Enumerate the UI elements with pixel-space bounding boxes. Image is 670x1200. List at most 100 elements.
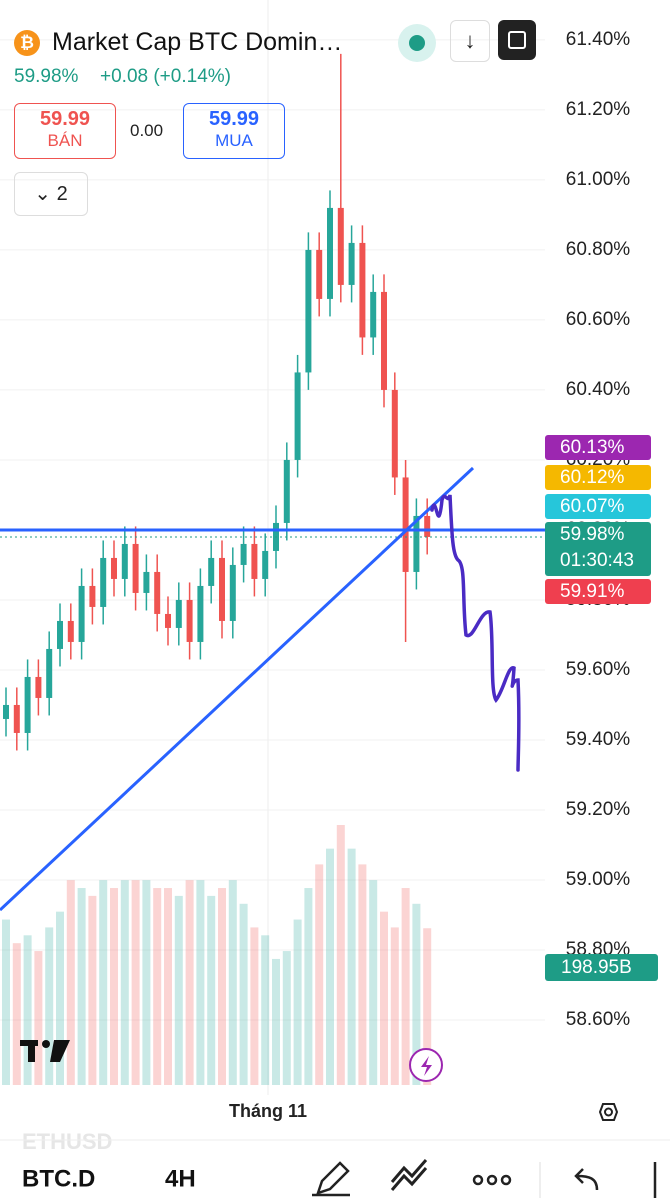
candle-body bbox=[175, 599, 182, 628]
candle-body bbox=[35, 676, 42, 698]
volume-bar bbox=[12, 943, 21, 1085]
settings-button[interactable] bbox=[598, 1103, 619, 1121]
candle-body bbox=[381, 291, 387, 390]
candle-body bbox=[78, 585, 85, 642]
y-tick-label: 60.80% bbox=[566, 239, 631, 260]
buy-button[interactable]: 59.99 MUA bbox=[183, 103, 285, 159]
volume-bar bbox=[110, 888, 118, 1085]
volume-bar bbox=[369, 880, 378, 1085]
badge-label: 60.07% bbox=[560, 496, 625, 517]
price-badge bbox=[545, 435, 651, 460]
volume-bar bbox=[282, 951, 291, 1085]
volume-bar bbox=[66, 880, 75, 1085]
volume-bar bbox=[336, 825, 345, 1085]
volume-bar bbox=[423, 928, 432, 1085]
y-tick-label: 59.60% bbox=[566, 659, 631, 680]
volume-bar bbox=[239, 903, 248, 1085]
candle-body bbox=[89, 585, 96, 607]
badge-label: 60.13% bbox=[560, 437, 625, 458]
volume-bar bbox=[293, 919, 302, 1085]
price-badge bbox=[545, 494, 651, 519]
y-tick-label: 61.00% bbox=[566, 169, 631, 190]
symbol[interactable]: BTC.D bbox=[22, 1165, 95, 1192]
candle-body bbox=[24, 676, 31, 733]
volume-bar bbox=[261, 935, 270, 1085]
price-badge bbox=[545, 579, 651, 604]
candle-body bbox=[111, 557, 117, 579]
volume-badge bbox=[545, 954, 658, 981]
price-badge bbox=[545, 522, 651, 576]
volume-bar bbox=[304, 888, 313, 1085]
indicator-count: 2 bbox=[56, 183, 68, 205]
buy-price: 59.99 bbox=[208, 108, 260, 130]
candle-body bbox=[13, 704, 20, 733]
volume-bar bbox=[358, 864, 367, 1085]
draw-tool[interactable] bbox=[312, 1161, 350, 1197]
candle-body bbox=[67, 620, 74, 642]
volume-bar bbox=[412, 903, 421, 1085]
chevron: ⌄ bbox=[34, 183, 57, 205]
badge-label: 60.12% bbox=[560, 467, 625, 488]
candle-body bbox=[424, 515, 431, 537]
candle-body bbox=[219, 557, 225, 621]
candle-body bbox=[154, 571, 161, 614]
candle-body bbox=[57, 620, 63, 649]
user-drawing bbox=[430, 494, 521, 772]
volume-bar bbox=[174, 895, 183, 1085]
volume-bar bbox=[56, 911, 64, 1085]
badge-label: 59.91% bbox=[560, 581, 625, 602]
indicator-tool[interactable] bbox=[390, 1159, 428, 1191]
volume-bar bbox=[131, 880, 140, 1085]
sell-label: BÁN bbox=[47, 131, 83, 150]
last-price: 59.98% bbox=[14, 66, 79, 87]
undo-button[interactable] bbox=[574, 1168, 599, 1191]
candle-body bbox=[121, 543, 128, 579]
indicator-toggle[interactable]: ⌄ 2 bbox=[14, 172, 88, 216]
spread: 0.00 bbox=[130, 121, 164, 140]
interval[interactable]: 4H bbox=[165, 1165, 196, 1192]
volume-bar bbox=[142, 880, 151, 1085]
volume-bar bbox=[34, 951, 43, 1085]
y-tick-label: 59.40% bbox=[566, 729, 631, 750]
more-button[interactable] bbox=[472, 1174, 512, 1186]
candle-body bbox=[305, 249, 312, 373]
volume-bar bbox=[401, 888, 410, 1085]
candle-body bbox=[229, 564, 236, 621]
status-indicator bbox=[398, 24, 436, 62]
candle-body bbox=[337, 207, 344, 285]
candle-body bbox=[283, 459, 290, 523]
candle-body bbox=[186, 599, 193, 642]
volume-badge-label: 198.95B bbox=[561, 957, 632, 978]
y-tick-label: 60.40% bbox=[566, 379, 631, 400]
volume-bar bbox=[23, 935, 32, 1085]
collapse-button[interactable]: ↓ bbox=[450, 20, 490, 62]
badge-label: 59.98% bbox=[560, 524, 625, 545]
candle-body bbox=[197, 585, 204, 642]
volume-bar bbox=[326, 848, 334, 1085]
volume-bar bbox=[228, 880, 237, 1085]
y-tick-label: 61.40% bbox=[566, 29, 631, 50]
btc-icon: ₿ bbox=[14, 30, 40, 56]
candle-body bbox=[100, 557, 107, 607]
volume-bar bbox=[2, 919, 10, 1085]
candle-body bbox=[46, 648, 53, 698]
candle-body bbox=[240, 543, 247, 565]
sell-button[interactable]: 59.99 BÁN bbox=[14, 103, 116, 159]
candle-body bbox=[251, 543, 258, 579]
candle-body bbox=[132, 543, 139, 593]
volume-bar bbox=[99, 880, 108, 1085]
price-change: +0.08 (+0.14%) bbox=[100, 66, 231, 87]
volume-bar bbox=[120, 880, 129, 1085]
candle-body bbox=[359, 242, 366, 338]
candle-body bbox=[327, 207, 333, 299]
lightning-button[interactable] bbox=[409, 1048, 443, 1082]
candle-body bbox=[402, 477, 409, 572]
volume-bar bbox=[207, 895, 216, 1085]
candle-body bbox=[316, 249, 323, 299]
trend-line bbox=[0, 466, 475, 912]
volume-bar bbox=[196, 880, 205, 1085]
countdown: 01:30:43 bbox=[560, 550, 634, 571]
fullscreen-button[interactable] bbox=[498, 20, 536, 60]
price-badge bbox=[545, 465, 651, 490]
